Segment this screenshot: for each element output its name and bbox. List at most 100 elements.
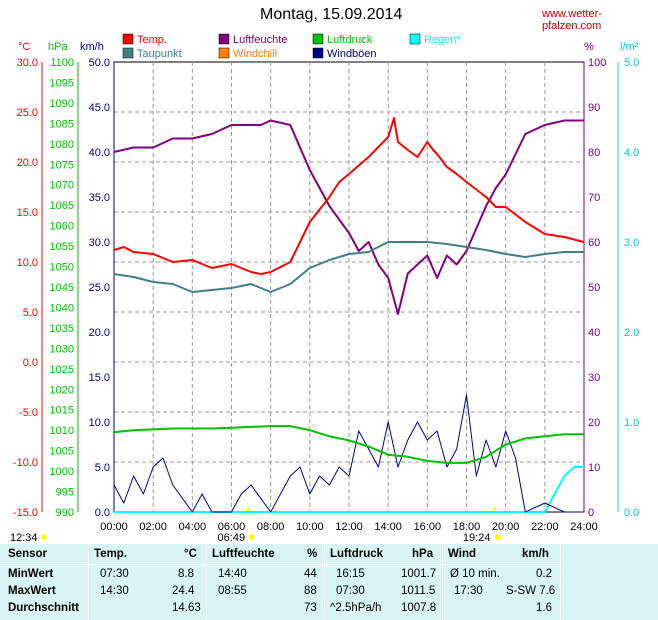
pressure-tick-label: 1080	[50, 139, 74, 151]
sunrise-icon	[248, 534, 255, 540]
wind-tick-label: 35.0	[89, 192, 110, 204]
x-tick-label: 04:00	[179, 521, 207, 533]
x-tick-label: 12:00	[335, 521, 363, 533]
header-humidity: Luftfeuchte	[212, 548, 275, 560]
pressure-tick-label: 1100	[50, 57, 74, 69]
x-tick-label: 00:00	[100, 521, 128, 533]
legend-label: Luftfeuchte	[233, 34, 287, 46]
pressure-tick-label: 1095	[50, 77, 74, 89]
legend-label: Windchill	[233, 48, 277, 60]
wind-tick-label: 20.0	[89, 327, 110, 339]
x-tick-label: 06:00	[218, 521, 246, 533]
series-line	[114, 466, 584, 513]
rain-tick-label: 1.0	[624, 417, 639, 429]
pressure-tick-label: 1000	[50, 466, 74, 478]
series-line	[113, 117, 585, 275]
header-temp: Temp.	[94, 548, 128, 560]
header-wind: Wind	[448, 548, 476, 560]
rain-tick-label: 3.0	[624, 237, 639, 249]
header-sensor: Sensor	[8, 548, 47, 560]
temp-tick-label: 10.0	[17, 257, 38, 269]
rain-tick-label: 0.0	[624, 507, 639, 519]
humidity-tick-label: 90	[588, 102, 600, 114]
max-temp-value: 24.4	[172, 585, 195, 597]
legend-swatch	[122, 33, 134, 45]
pressure-tick-label: 1020	[50, 384, 74, 396]
wind-tick-label: 30.0	[89, 237, 110, 249]
avg-humidity-value: 73	[304, 602, 317, 614]
series-line	[113, 425, 584, 464]
row-min-label: MinWert	[8, 568, 54, 580]
x-tick-label: 16:00	[414, 521, 442, 533]
temp-tick-label: 0.0	[23, 357, 38, 369]
avg-wind-value: 1.6	[536, 602, 552, 614]
temp-tick-label: 30.0	[17, 57, 38, 69]
wind-tick-label: 15.0	[89, 372, 110, 384]
legend-swatch	[312, 47, 324, 59]
max-pressure-value: 1011.5	[401, 585, 436, 597]
x-tick-label: 22:00	[531, 521, 559, 533]
max-temp-time: 14:30	[100, 585, 129, 597]
header-humidity-unit: %	[307, 548, 318, 560]
wind-tick-label: 50.0	[89, 57, 110, 69]
pressure-tick-label: 995	[56, 487, 74, 499]
row-avg-label: Durchschnitt	[8, 602, 79, 614]
header-temp-unit: °C	[184, 548, 197, 560]
x-tick-label: 10:00	[296, 521, 324, 533]
series-line	[113, 394, 584, 513]
rain-tick-label: 5.0	[624, 57, 639, 69]
wind-axis-unit: km/h	[80, 41, 104, 53]
row-max-label: MaxWert	[8, 585, 56, 597]
humidity-tick-label: 20	[588, 417, 600, 429]
pressure-tick-label: 1075	[50, 159, 74, 171]
temp-axis-unit: °C	[18, 41, 30, 53]
series-line	[113, 241, 584, 293]
pressure-tick-label: 1065	[50, 200, 74, 212]
pressure-tick-label: 1050	[50, 262, 74, 274]
avg-temp-value: 14.63	[172, 602, 201, 614]
pressure-tick-label: 1055	[50, 241, 74, 253]
pressure-tick-label: 1040	[50, 302, 74, 314]
legend-label: Temp.	[137, 34, 167, 46]
humidity-tick-label: 60	[588, 237, 600, 249]
pressure-tick-label: 1060	[50, 221, 74, 233]
legend-swatch	[218, 47, 230, 59]
pressure-tick-label: 1045	[50, 282, 74, 294]
legend-swatch	[312, 33, 324, 45]
legend-swatch	[409, 33, 421, 45]
pressure-tick-label: 1070	[50, 180, 74, 192]
sunrise-label: 06:49	[218, 532, 246, 544]
wind-tick-label: 10.0	[89, 417, 110, 429]
humidity-tick-label: 30	[588, 372, 600, 384]
legend-swatch	[122, 47, 134, 59]
x-tick-label: 18:00	[453, 521, 481, 533]
site-url[interactable]: www.wetter-pfalzen.com	[542, 8, 602, 32]
temp-tick-label: -10.0	[13, 457, 38, 469]
pressure-tick-label: 1025	[50, 364, 74, 376]
max-wind-value: S-SW 7.6	[506, 585, 556, 597]
sunset-label: 19:24	[463, 532, 491, 544]
temp-tick-label: 5.0	[23, 307, 38, 319]
temp-tick-label: 25.0	[17, 107, 38, 119]
sunset-icon	[494, 534, 501, 540]
sunrise-marker	[246, 507, 250, 513]
max-pressure-time: 07:30	[336, 585, 365, 597]
avg-pressure-value: 1007.8	[401, 602, 437, 614]
humidity-tick-label: 40	[588, 327, 600, 339]
x-tick-label: 20:00	[492, 521, 520, 533]
page-title: Montag, 15.09.2014	[260, 6, 403, 23]
wind-tick-label: 25.0	[89, 282, 110, 294]
humidity-tick-label: 70	[588, 192, 600, 204]
series-line	[113, 119, 584, 315]
humidity-axis-unit: %	[584, 41, 594, 53]
pressure-tick-label: 1035	[50, 323, 74, 335]
humidity-tick-label: 0	[588, 507, 594, 519]
pressure-tick-label: 1015	[50, 405, 74, 417]
min-humidity-value: 44	[304, 568, 317, 580]
legend-label: Windböen	[327, 48, 377, 60]
max-humidity-time: 08:55	[218, 585, 247, 597]
header-wind-unit: km/h	[522, 548, 549, 560]
x-tick-label: 02:00	[139, 521, 167, 533]
humidity-tick-label: 10	[588, 462, 600, 474]
wind-tick-label: 5.0	[95, 462, 110, 474]
